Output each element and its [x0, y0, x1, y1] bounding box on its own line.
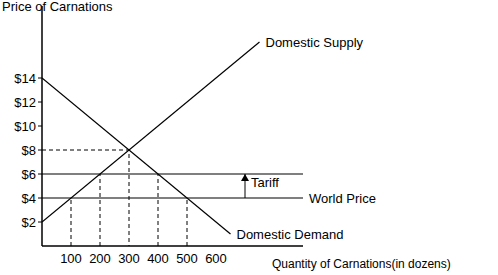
svg-text:$8: $8	[22, 143, 36, 158]
svg-text:500: 500	[176, 251, 198, 266]
html-text:Price of Carnations: Price of Carnations	[2, 0, 113, 14]
svg-text:World Price: World Price	[309, 191, 376, 206]
html-text:Quantity of Carnations(in doze: Quantity of Carnations(in dozens)	[272, 257, 451, 271]
svg-text:Tariff: Tariff	[251, 175, 279, 190]
svg-text:600: 600	[205, 251, 227, 266]
svg-text:200: 200	[89, 251, 111, 266]
svg-text:400: 400	[147, 251, 169, 266]
svg-text:300: 300	[118, 251, 140, 266]
svg-text:$2: $2	[22, 215, 36, 230]
svg-text:$4: $4	[22, 191, 36, 206]
svg-text:Domestic Supply: Domestic Supply	[266, 35, 364, 50]
svg-text:$12: $12	[14, 95, 36, 110]
svg-text:Domestic Demand: Domestic Demand	[237, 227, 344, 242]
svg-text:100: 100	[60, 251, 82, 266]
svg-text:$10: $10	[14, 119, 36, 134]
svg-text:$14: $14	[14, 71, 36, 86]
svg-text:$6: $6	[22, 167, 36, 182]
